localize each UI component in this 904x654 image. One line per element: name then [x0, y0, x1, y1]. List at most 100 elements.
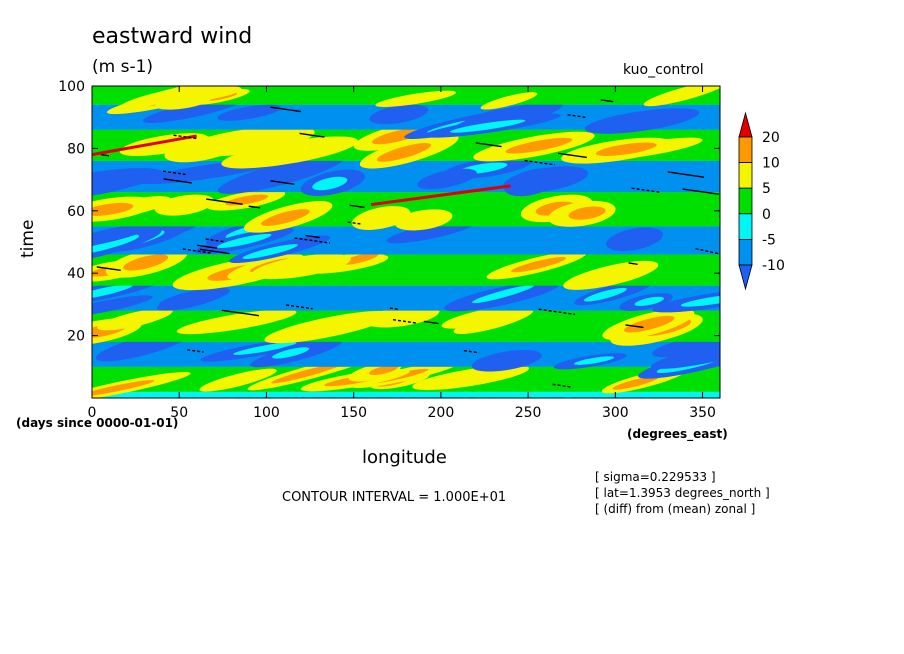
- field-core: [471, 284, 534, 304]
- contour-line: [524, 159, 555, 166]
- chart-units: (m s-1): [92, 57, 154, 77]
- field-core: [233, 342, 297, 355]
- x-tick-label: 50: [170, 405, 188, 421]
- contour-line: [552, 383, 571, 388]
- field-core: [568, 206, 606, 220]
- contour-line: [206, 198, 243, 205]
- colorbar-segment: [738, 162, 753, 189]
- field-blob: [375, 90, 457, 107]
- contour-line: [162, 170, 186, 176]
- contour-line: [628, 262, 638, 265]
- contour-line: [667, 171, 705, 178]
- contour-line: [682, 188, 719, 195]
- field-blob: [264, 310, 394, 344]
- contour-line: [305, 234, 320, 239]
- diff-note: [ (diff) from (mean) zonal ]: [595, 502, 756, 516]
- field-blob: [92, 295, 153, 317]
- y-tick-label: 60: [67, 204, 85, 220]
- dataset-label: kuo_control: [623, 62, 704, 78]
- contour-lines: [96, 99, 720, 388]
- contour-line: [423, 320, 439, 325]
- contour-line: [248, 205, 261, 209]
- sigma-note: [ sigma=0.229533 ]: [595, 470, 716, 484]
- field-core: [376, 143, 432, 162]
- x-tick-label: 0: [88, 405, 97, 421]
- contour-line: [625, 324, 644, 329]
- colorbar-label: 5: [762, 181, 771, 197]
- field-core: [271, 363, 343, 384]
- contour-line: [173, 134, 197, 140]
- field-core: [312, 176, 348, 191]
- field-core: [612, 376, 659, 390]
- extreme-streak: [370, 184, 511, 207]
- field-core: [92, 380, 155, 397]
- colorbar-label: 20: [762, 130, 780, 146]
- field-blob: [182, 125, 315, 157]
- field-core: [623, 315, 675, 333]
- field-blob: [176, 309, 297, 335]
- axes: 0 50 100 150 200 250 300 350 20 40 60 80 100: [58, 79, 720, 421]
- field-core: [449, 119, 526, 133]
- field-blob: [217, 104, 282, 121]
- field-core: [242, 244, 298, 259]
- field-core: [595, 142, 657, 156]
- x-tick-label: 350: [689, 405, 716, 421]
- colorbar-segment: [738, 136, 753, 164]
- contour-line: [600, 99, 614, 103]
- field-core: [634, 296, 665, 307]
- contour-line: [197, 244, 218, 249]
- field-blob: [199, 368, 277, 392]
- contour-line: [567, 114, 588, 119]
- field-blob: [97, 308, 173, 331]
- contour-line: [270, 106, 302, 113]
- colorbar-label: 10: [762, 156, 780, 172]
- colorbar-arrow-bottom: [738, 264, 753, 291]
- contour-line: [270, 180, 295, 185]
- field-blob: [480, 92, 538, 110]
- field-core: [583, 287, 627, 302]
- x-tick-label: 200: [428, 405, 455, 421]
- contour-line: [294, 237, 331, 244]
- contour-line: [392, 318, 418, 324]
- field-core: [371, 127, 426, 145]
- field-blob: [92, 168, 164, 196]
- x-tick-label: 150: [340, 405, 367, 421]
- field-core: [511, 257, 567, 273]
- colorbar-label: -5: [762, 232, 776, 248]
- contour-line: [101, 153, 110, 157]
- field-core: [272, 347, 310, 359]
- time-units-label: (days since 0000-01-01): [16, 416, 179, 430]
- chart-title: eastward wind: [92, 24, 253, 49]
- contour-interval-label: CONTOUR INTERVAL = 1.000E+01: [282, 490, 507, 505]
- colorbar: 20 10 5 0 -5 -10: [738, 111, 785, 291]
- field-core: [369, 365, 399, 375]
- contour-line: [347, 221, 361, 225]
- field-core: [341, 252, 379, 265]
- field-core: [123, 254, 169, 271]
- field-blob: [217, 154, 345, 194]
- field-core: [92, 202, 134, 216]
- field-blob: [471, 350, 542, 372]
- field-blob: [369, 104, 429, 125]
- y-tick-label: 20: [67, 329, 85, 345]
- y-tick-label: 40: [67, 266, 85, 282]
- field-blob: [351, 206, 411, 230]
- field-core: [92, 284, 133, 301]
- plot-frame: [91, 85, 721, 399]
- contour-line: [205, 238, 226, 243]
- x-tick-label: 300: [602, 405, 629, 421]
- field-core: [261, 209, 310, 226]
- field-blob: [92, 223, 156, 251]
- field-blob: [643, 86, 720, 107]
- field-blob: [563, 260, 659, 290]
- contour-line: [199, 248, 230, 255]
- contour-line: [163, 178, 192, 184]
- field-blob: [365, 305, 440, 328]
- field-blob: [503, 166, 589, 193]
- contour-line: [221, 309, 260, 317]
- x-tick-label: 250: [515, 405, 542, 421]
- contour-line: [299, 132, 325, 138]
- colorbar-segment: [738, 187, 753, 215]
- extreme-streak: [92, 134, 197, 157]
